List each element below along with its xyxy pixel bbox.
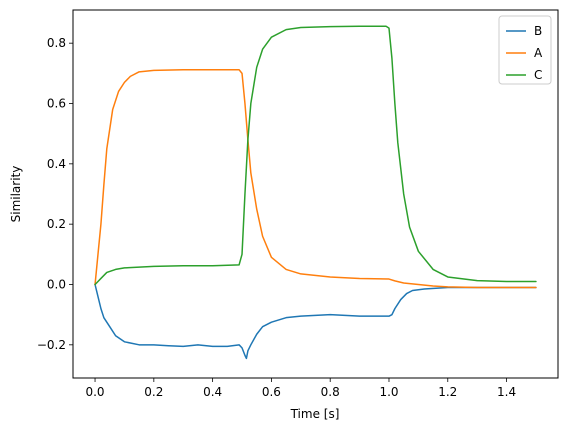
y-axis-label: Similarity: [9, 166, 23, 223]
x-tick-label: 0.8: [321, 385, 340, 399]
legend-box: [498, 15, 552, 85]
y-tick-label: 0.2: [47, 217, 66, 231]
x-tick-label: 1.2: [438, 385, 457, 399]
y-axis-ticks: −0.2 0.0 0.2 0.4 0.6 0.8: [37, 36, 73, 352]
y-tick-label: 0.6: [47, 97, 66, 111]
x-tick-label: 0.0: [85, 385, 104, 399]
x-tick-label: 1.0: [379, 385, 398, 399]
x-tick-label: 0.4: [203, 385, 222, 399]
legend-label-b: B: [534, 24, 542, 38]
series-line-c: [94, 25, 537, 286]
x-axis-label: Time [s]: [290, 407, 340, 421]
legend: BAC: [498, 15, 552, 85]
series-line-b: [94, 283, 537, 360]
x-tick-label: 0.6: [262, 385, 281, 399]
legend-label-c: C: [534, 68, 542, 82]
series-line-a: [94, 68, 537, 289]
y-tick-label: 0.8: [47, 36, 66, 50]
series-layer: [94, 25, 537, 360]
x-axis-ticks: 0.0 0.2 0.4 0.6 0.8 1.0 1.2 1.4: [85, 378, 516, 399]
y-tick-label: −0.2: [37, 338, 66, 352]
x-tick-label: 0.2: [144, 385, 163, 399]
plot-frame: [72, 9, 559, 379]
y-tick-label: 0.0: [47, 277, 66, 291]
x-tick-label: 1.4: [497, 385, 516, 399]
legend-label-a: A: [534, 46, 543, 60]
y-tick-label: 0.4: [47, 157, 66, 171]
